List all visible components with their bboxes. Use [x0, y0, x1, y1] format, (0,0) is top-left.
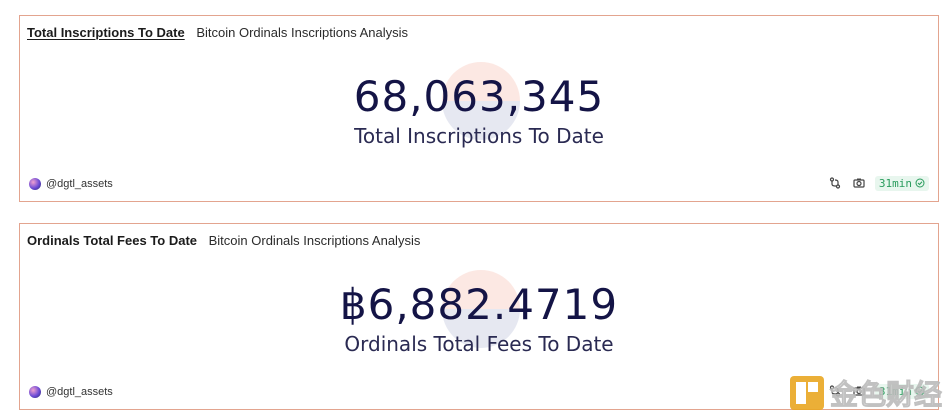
fork-icon[interactable] — [827, 175, 843, 191]
counter-value: ฿6,882.4719 — [339, 280, 619, 329]
card-footer-actions: 31min — [827, 175, 929, 191]
refresh-age: 31min — [878, 384, 912, 398]
dune-watermark-logo — [442, 62, 520, 140]
refresh-age: 31min — [878, 176, 912, 190]
check-circle-icon — [915, 178, 925, 188]
counter-label: Ordinals Total Fees To Date — [344, 332, 614, 356]
author-name: @dgtl_assets — [46, 386, 113, 398]
card-header: Total Inscriptions To Date Bitcoin Ordin… — [27, 25, 408, 40]
fork-icon[interactable] — [827, 383, 843, 399]
check-circle-icon — [915, 386, 925, 396]
site-watermark: 金色财经 — [789, 373, 943, 413]
dune-watermark-logo — [442, 270, 520, 348]
avatar — [29, 178, 41, 190]
author-link[interactable]: @dgtl_assets — [29, 178, 113, 190]
watermark-text: 金色财经 — [829, 378, 942, 412]
camera-icon[interactable] — [851, 175, 867, 191]
counter-card-total-fees: Ordinals Total Fees To Date Bitcoin Ordi… — [19, 223, 939, 410]
refresh-status-badge[interactable]: 31min — [874, 383, 929, 399]
author-link[interactable]: @dgtl_assets — [29, 386, 113, 398]
card-title-link[interactable]: Ordinals Total Fees To Date — [27, 233, 197, 248]
camera-icon[interactable] — [851, 383, 867, 399]
dashboard-name: Bitcoin Ordinals Inscriptions Analysis — [208, 233, 421, 248]
card-footer-actions: 31min — [827, 383, 929, 399]
avatar — [29, 386, 41, 398]
card-title-link[interactable]: Total Inscriptions To Date — [27, 25, 185, 40]
jinse-logo-icon — [789, 376, 824, 410]
card-header: Ordinals Total Fees To Date Bitcoin Ordi… — [27, 233, 420, 248]
counter-card-total-inscriptions: Total Inscriptions To Date Bitcoin Ordin… — [19, 15, 939, 202]
counter-value: 68,063,345 — [353, 72, 605, 121]
author-name: @dgtl_assets — [46, 178, 113, 190]
dashboard-name: Bitcoin Ordinals Inscriptions Analysis — [196, 25, 409, 40]
refresh-status-badge[interactable]: 31min — [874, 175, 929, 191]
counter-label: Total Inscriptions To Date — [354, 124, 604, 148]
